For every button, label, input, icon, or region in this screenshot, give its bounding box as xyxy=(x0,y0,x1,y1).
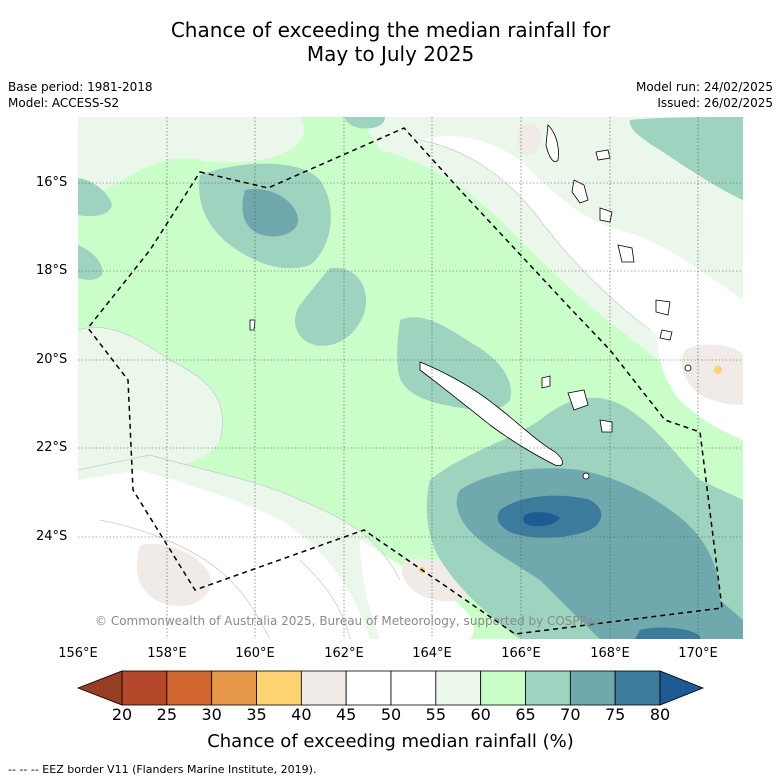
map-title: Chance of exceeding the median rainfall … xyxy=(0,18,781,66)
graticule xyxy=(78,117,743,639)
lat-label-22s: 22°S xyxy=(36,440,68,455)
colorbar-tick-label: 45 xyxy=(335,705,357,724)
colorbar-tick-label: 75 xyxy=(604,705,626,724)
issued-date: Issued: 26/02/2025 xyxy=(657,96,773,110)
lon-label-158e: 158°E xyxy=(147,646,187,661)
field-65-70-nc xyxy=(397,317,511,410)
loyalty-island-3 xyxy=(541,375,551,389)
vanuatu-island-4 xyxy=(617,244,635,263)
title-line-1: Chance of exceeding the median rainfall … xyxy=(170,18,611,42)
colorbar-box xyxy=(300,670,347,706)
colorbar-box xyxy=(525,670,571,706)
colorbar-tick-label: 65 xyxy=(515,705,536,724)
colorbar-tick-label: 40 xyxy=(291,705,312,724)
landmasses xyxy=(249,124,692,480)
colorbar-tick-label: 80 xyxy=(649,705,671,724)
eez-border xyxy=(87,127,723,635)
colorbar-tick-label: 35 xyxy=(246,705,267,724)
lon-label-160e: 160°E xyxy=(235,646,275,661)
map-field xyxy=(78,117,743,639)
lon-label-170e: 170°E xyxy=(678,646,718,661)
eez-footnote: -- -- -- EEZ border V11 (Flanders Marine… xyxy=(8,763,317,776)
colorbar-tick-label: 25 xyxy=(156,705,177,724)
loyalty-island-2 xyxy=(599,419,613,433)
loyalty-island-1 xyxy=(567,389,589,411)
colorbar xyxy=(76,670,705,706)
lat-label-20s: 20°S xyxy=(36,352,68,367)
colorbar-title: Chance of exceeding median rainfall (%) xyxy=(207,731,574,752)
colorbar-box xyxy=(345,670,392,706)
field-65-70-ne xyxy=(629,117,743,200)
lat-label-18s: 18°S xyxy=(36,263,68,278)
field-65-70-center xyxy=(295,267,366,346)
colorbar-box xyxy=(390,670,437,706)
lon-label-168e: 168°E xyxy=(590,646,630,661)
vanuatu-island-5 xyxy=(655,299,671,316)
chesterfield-islands xyxy=(249,319,256,331)
field-80-plus xyxy=(523,512,560,527)
vanuatu-island-1 xyxy=(595,149,611,161)
colorbar-box xyxy=(614,670,661,706)
field-40-45-east xyxy=(681,344,743,405)
vanuatu-island-2 xyxy=(571,179,589,204)
lon-label-162e: 162°E xyxy=(324,646,364,661)
field-75-80-south xyxy=(635,627,700,639)
vanuatu-north xyxy=(545,124,559,162)
meta-right: Model run: 24/02/2025 Issued: 26/02/2025 xyxy=(636,79,773,111)
field-65-70-west xyxy=(78,178,112,217)
title-line-2: May to July 2025 xyxy=(306,42,475,66)
copyright-notice: © Commonwealth of Australia 2025, Bureau… xyxy=(95,614,601,628)
contour-lines xyxy=(78,139,651,639)
colorbar-box xyxy=(480,670,526,706)
colorbar-tick-label: 30 xyxy=(201,705,222,724)
field-40-45-north xyxy=(517,123,542,156)
colorbar-box xyxy=(211,670,257,706)
colorbar-over-arrow xyxy=(659,670,705,706)
lon-label-156e: 156°E xyxy=(58,646,98,661)
colorbar-tick-label: 55 xyxy=(425,705,446,724)
colorbar-box xyxy=(121,670,168,706)
field-40-45-sw xyxy=(136,544,211,606)
colorbar-tick-label: 20 xyxy=(111,705,133,724)
colorbar-tick-label: 50 xyxy=(380,705,402,724)
colorbar-boxes xyxy=(121,670,661,706)
colorbar-under-arrow xyxy=(76,670,123,706)
field-55-60-nw xyxy=(78,117,304,200)
model-run: Model run: 24/02/2025 xyxy=(635,80,773,94)
lon-label-164e: 164°E xyxy=(412,646,452,661)
field-55-60-west xyxy=(78,327,223,470)
colorbar-box xyxy=(435,670,482,706)
base-period: Base period: 1981-2018 xyxy=(8,80,153,94)
colorbar-box xyxy=(569,670,616,706)
lat-label-24s: 24°S xyxy=(36,529,68,544)
field-55-60-ne xyxy=(360,117,743,420)
colorbar-tick-label: 60 xyxy=(470,705,491,724)
lon-label-166e: 166°E xyxy=(501,646,541,661)
field-65-70-top xyxy=(345,117,385,129)
isle-of-pines xyxy=(582,472,590,480)
vanuatu-island-6 xyxy=(659,329,673,341)
colorbar-tick-label: 70 xyxy=(560,705,581,724)
meta-left: Base period: 1981-2018 Model: ACCESS-S2 xyxy=(8,79,153,111)
matthew-island xyxy=(684,364,692,372)
colorbar-box xyxy=(166,670,213,706)
field-70-75-nw xyxy=(242,189,299,237)
model-name: Model: ACCESS-S2 xyxy=(8,96,120,110)
new-caledonia xyxy=(419,361,563,467)
colorbar-box xyxy=(256,670,302,706)
field-35-40-east xyxy=(714,366,722,374)
lat-label-16s: 16°S xyxy=(36,175,68,190)
